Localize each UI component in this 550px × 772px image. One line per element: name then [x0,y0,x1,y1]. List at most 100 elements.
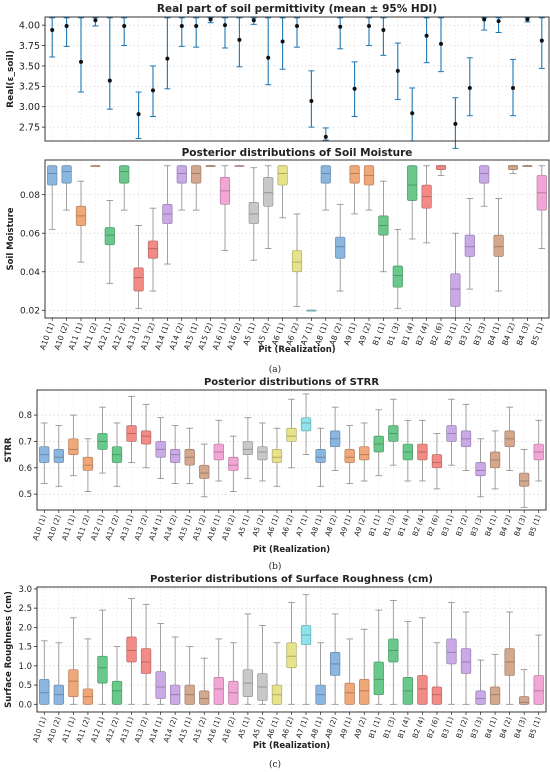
box [315,448,326,463]
box [133,267,144,292]
x-axis-label: Pit (Realization) [253,741,330,751]
box [450,273,461,307]
box [507,165,519,170]
mean-point [107,78,112,83]
box [435,165,447,170]
chart-title: Posterior distributions of STRR [204,377,379,388]
mean-point [122,23,127,28]
x-tick-label: B5 (1) [527,715,543,739]
mean-point [136,112,141,117]
box [359,678,370,705]
mean-point [208,17,213,22]
x-tick-label: B1 (3) [381,715,397,739]
box [286,642,297,669]
mean-point [367,23,371,28]
y-axis-label: Real(ε_soil) [6,50,16,108]
box [407,165,418,201]
x-tick-label: A9 (1) [338,715,354,739]
x-tick-label: B5 (1) [529,322,545,347]
x-tick-label: A9 (2) [352,513,368,537]
y-axis-label: Soil Moisture [6,207,16,270]
box [300,417,312,432]
x-tick-label: B3 (3) [468,715,484,739]
y-tick-label: 2.75 [19,122,40,133]
box [373,661,384,696]
x-tick-label: B4 (3) [512,513,528,537]
x-tick-label: B1 (4) [396,513,412,537]
box [147,240,159,259]
y-tick-label: 4.00 [19,20,40,31]
y-tick-label: 1.5 [18,643,32,653]
box [119,165,130,184]
x-tick-label: A7 (1) [294,715,310,739]
box [97,655,108,684]
mean-point [395,68,400,73]
y-tick-label: 0.5 [18,681,32,691]
y-axis-label: STRR [4,437,14,462]
box [242,441,254,455]
mean-point [50,28,55,33]
x-tick-label: B1 (3) [381,513,397,537]
y-tick-label: 0.08 [20,191,40,201]
mean-point [251,18,256,23]
box [271,448,283,463]
mean-point [482,17,487,22]
box [533,675,544,705]
x-tick-label: B3 (2) [454,513,470,537]
box [191,165,202,184]
y-tick-label: 3.25 [19,82,40,93]
x-tick-label: B3 (1) [439,715,455,739]
chart-panel-3: Posterior distributions of STRR 0.5 0.6 0.7… [4,377,547,572]
x-tick-label: B1 (4) [396,715,412,739]
y-tick-label: 0.6 [18,464,32,474]
mean-point [338,24,343,29]
mean-point [467,85,472,90]
x-tick-label: B4 (3) [512,715,528,739]
y-tick-label: 1.0 [18,662,32,672]
x-tick-label: A8 (2) [323,715,339,739]
box [460,648,472,674]
mean-point [165,56,170,61]
axes-frame [44,16,550,142]
mean-point [280,39,285,44]
x-tick-label: A5 (2) [250,715,266,739]
x-tick-label: A9 (2) [352,715,368,739]
box [111,680,123,705]
box [431,454,443,469]
box [519,696,530,705]
y-tick-label: 0.0 [18,700,32,710]
box [519,472,530,487]
box [199,690,210,705]
x-tick-label: A8 (1) [308,513,324,537]
box [199,464,210,479]
mean-point [410,111,415,116]
y-tick-label: 0.02 [20,306,40,316]
box [475,462,486,477]
box [104,227,115,246]
box [344,682,355,705]
y-tick-label: 3.0 [18,585,32,595]
box [475,690,486,705]
x-tick-label: A6 (2) [279,715,295,739]
box [417,675,428,705]
panel-label: (a) [269,364,281,375]
box [170,448,181,463]
x-tick-label: B4 (2) [498,513,514,537]
chart-panel-1: Real part of soil permittivity (mean ± 9… [6,3,550,149]
box [68,669,79,697]
mean-point [237,37,242,42]
box [320,165,331,184]
box [349,165,360,184]
box [228,456,239,471]
box [291,250,303,273]
mean-point [223,23,227,28]
y-tick-label: 0.7 [18,437,32,447]
y-tick-label: 0.8 [18,411,32,421]
box [47,165,58,186]
mean-point [323,134,328,139]
mean-point [539,38,544,43]
box [82,456,94,471]
y-axis-label: Surface Roughness (cm) [4,591,14,708]
x-tick-label: A9 (1) [338,513,354,537]
x-tick-label: A8 (1) [308,715,324,739]
